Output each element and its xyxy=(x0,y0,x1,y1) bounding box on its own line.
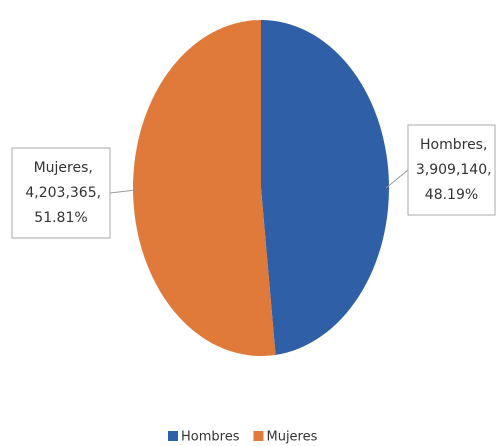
pie-slice xyxy=(261,19,390,355)
data-label-name: Hombres xyxy=(420,137,483,153)
separator: , xyxy=(88,160,92,176)
legend-text: Mujeres xyxy=(266,430,317,445)
legend-swatch xyxy=(168,431,178,441)
data-label-value: 4,203,365 xyxy=(25,185,96,201)
pie-slice xyxy=(133,20,276,356)
separator: , xyxy=(487,162,491,178)
leader-line xyxy=(385,169,409,189)
data-label-name: Mujeres xyxy=(34,160,89,176)
legend-text: Hombres xyxy=(181,430,240,445)
leader-line xyxy=(109,189,137,194)
data-label-percent: 51.81% xyxy=(34,210,87,226)
data-label-percent: 48.19% xyxy=(425,187,478,203)
data-label-box xyxy=(11,147,111,239)
separator: , xyxy=(97,185,101,201)
legend-swatch xyxy=(253,431,264,441)
data-label-box xyxy=(407,124,496,216)
data-label-value: 3,909,140 xyxy=(416,162,487,178)
separator: , xyxy=(483,137,487,153)
